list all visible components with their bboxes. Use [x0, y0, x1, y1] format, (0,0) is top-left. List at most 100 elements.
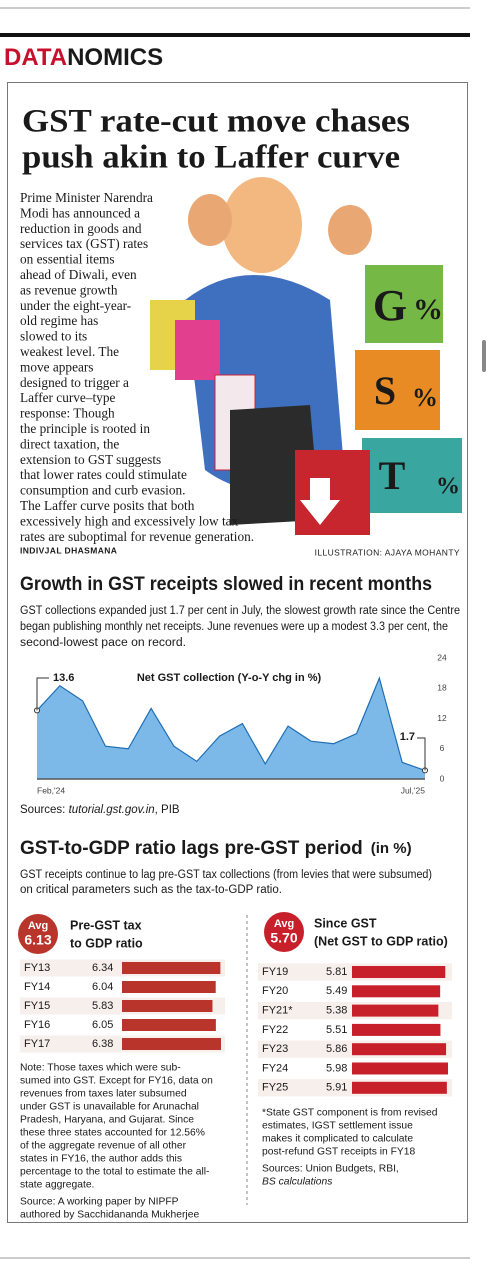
- body-line: extension to GST suggests: [20, 452, 161, 467]
- cube-letter: %: [436, 474, 460, 500]
- scrollbar: [482, 340, 486, 372]
- note-line: state aggregate.: [20, 1180, 94, 1191]
- bar: [352, 966, 446, 978]
- bar: [352, 1081, 447, 1094]
- value-label: 5.83: [92, 1000, 113, 1012]
- bar: [122, 962, 221, 974]
- y-tick-label: 6: [440, 743, 445, 753]
- cube-letter: G: [373, 281, 407, 330]
- source-line: BS calculations: [262, 1177, 332, 1188]
- body-line: reduction in goods and: [20, 221, 142, 236]
- down-arrow: [300, 478, 340, 525]
- body-line: response: Though: [20, 406, 115, 421]
- value-label: 5.91: [326, 1082, 347, 1094]
- section-text: GST receipts continue to lag pre-GST tax…: [20, 869, 432, 881]
- bar: [352, 1004, 439, 1017]
- section-text: on critical parameters such as the tax-t…: [20, 884, 282, 896]
- cube: [355, 350, 440, 430]
- value-label: 5.38: [326, 1005, 347, 1017]
- title-unit: (in %): [371, 840, 412, 857]
- bar: [352, 1023, 441, 1036]
- y-tick-label: 24: [437, 652, 447, 662]
- headline: push akin to Laffer curve: [22, 140, 400, 176]
- value-label: 6.38: [92, 1038, 113, 1050]
- body-line: ahead of Diwali, even: [20, 267, 137, 282]
- body-line: Modi has announced a: [20, 205, 140, 220]
- value-label: 1.7: [400, 731, 415, 743]
- body-line: services tax (GST) rates: [20, 236, 148, 251]
- title-main: GST-to-GDP ratio lags pre-GST period: [20, 838, 363, 859]
- source: Sources: tutorial.gst.gov.in, PIB: [20, 804, 180, 816]
- category-label: FY16: [24, 1019, 50, 1031]
- panel-title: to GDP ratio: [70, 936, 143, 950]
- body-line: excessively high and excessively low tax: [20, 513, 239, 528]
- category-label: FY25: [262, 1082, 288, 1094]
- headline: GST rate-cut move chases: [22, 104, 410, 140]
- category-label: FY21*: [262, 1005, 293, 1017]
- y-tick-label: 0: [440, 773, 445, 783]
- value-label: 5.86: [326, 1043, 347, 1055]
- note-line: Note: Those taxes which were sub-: [20, 1063, 181, 1074]
- category-label: FY17: [24, 1038, 50, 1050]
- avg-badge: [18, 914, 58, 954]
- body-line: old regime has: [20, 313, 98, 328]
- category-label: FY22: [262, 1024, 288, 1036]
- area: [37, 678, 425, 779]
- avg-label: Avg: [28, 920, 48, 932]
- section-title: GST-to-GDP ratio lags pre-GST period (in …: [20, 838, 412, 859]
- cube-letter: S: [374, 368, 396, 413]
- brand-red: DATA: [4, 44, 67, 71]
- value-label: 6.05: [92, 1019, 113, 1031]
- section-text: GST collections expanded just 1.7 per ce…: [20, 605, 460, 617]
- source-part: Sources:: [20, 804, 69, 816]
- cube-letter: %: [412, 383, 438, 412]
- body-line: as revenue growth: [20, 282, 118, 297]
- source-part: tutorial.gst.gov.in: [69, 804, 155, 816]
- bar: [122, 1019, 216, 1031]
- body-line: slowed to its: [20, 329, 87, 344]
- note-line: makes it complicated to calculate: [262, 1134, 413, 1145]
- bar: [122, 1038, 221, 1050]
- illustration: [150, 177, 462, 535]
- body-line: the principle is rooted in: [20, 421, 150, 436]
- bag: [175, 320, 220, 380]
- cube: [362, 438, 462, 513]
- note-line: *State GST component is from revised: [262, 1108, 438, 1119]
- category-label: FY13: [24, 962, 50, 974]
- body-line: Laffer curve–type: [20, 390, 115, 405]
- note-line: post-refund GST receipts in FY18: [262, 1147, 415, 1158]
- section-text: began publishing monthly net receipts. J…: [20, 621, 448, 633]
- avg-value: 6.13: [24, 932, 51, 948]
- body-line: rates are suboptimal for revenue generat…: [20, 529, 254, 544]
- child-head: [188, 194, 232, 246]
- y-tick-label: 18: [437, 683, 447, 693]
- label-leader: [417, 737, 426, 771]
- category-label: FY20: [262, 985, 288, 997]
- category-label: FY23: [262, 1043, 288, 1055]
- note-line: sumed into GST. Except for FY16, data on: [20, 1076, 213, 1087]
- y-tick-label: 12: [437, 713, 447, 723]
- section-text: second-lowest pace on record.: [20, 637, 186, 649]
- x-tick-label: Feb,'24: [37, 785, 65, 795]
- value-label: 13.6: [53, 672, 74, 684]
- panel-title: Since GST: [314, 916, 377, 930]
- cube: [365, 265, 443, 343]
- byline: INDIVJAL DHASMANA: [20, 545, 117, 555]
- figure-head: [222, 177, 302, 273]
- value-label: 6.34: [92, 962, 113, 974]
- body-line: on essential items: [20, 252, 115, 267]
- value-label: 5.51: [326, 1024, 347, 1036]
- source-part: , PIB: [155, 804, 180, 816]
- category-label: FY19: [262, 966, 288, 978]
- category-label: FY14: [24, 981, 50, 993]
- bar: [352, 1043, 447, 1056]
- body-line: under the eight-year-: [20, 298, 131, 313]
- label-leader: [36, 677, 49, 711]
- brand: DATANOMICS: [4, 44, 163, 71]
- body-line: that lower rates could stimulate: [20, 467, 187, 482]
- value-label: 5.98: [326, 1062, 347, 1074]
- bar: [352, 1062, 448, 1075]
- body-line: move appears: [20, 359, 93, 374]
- body-line: weakest level. The: [20, 344, 119, 359]
